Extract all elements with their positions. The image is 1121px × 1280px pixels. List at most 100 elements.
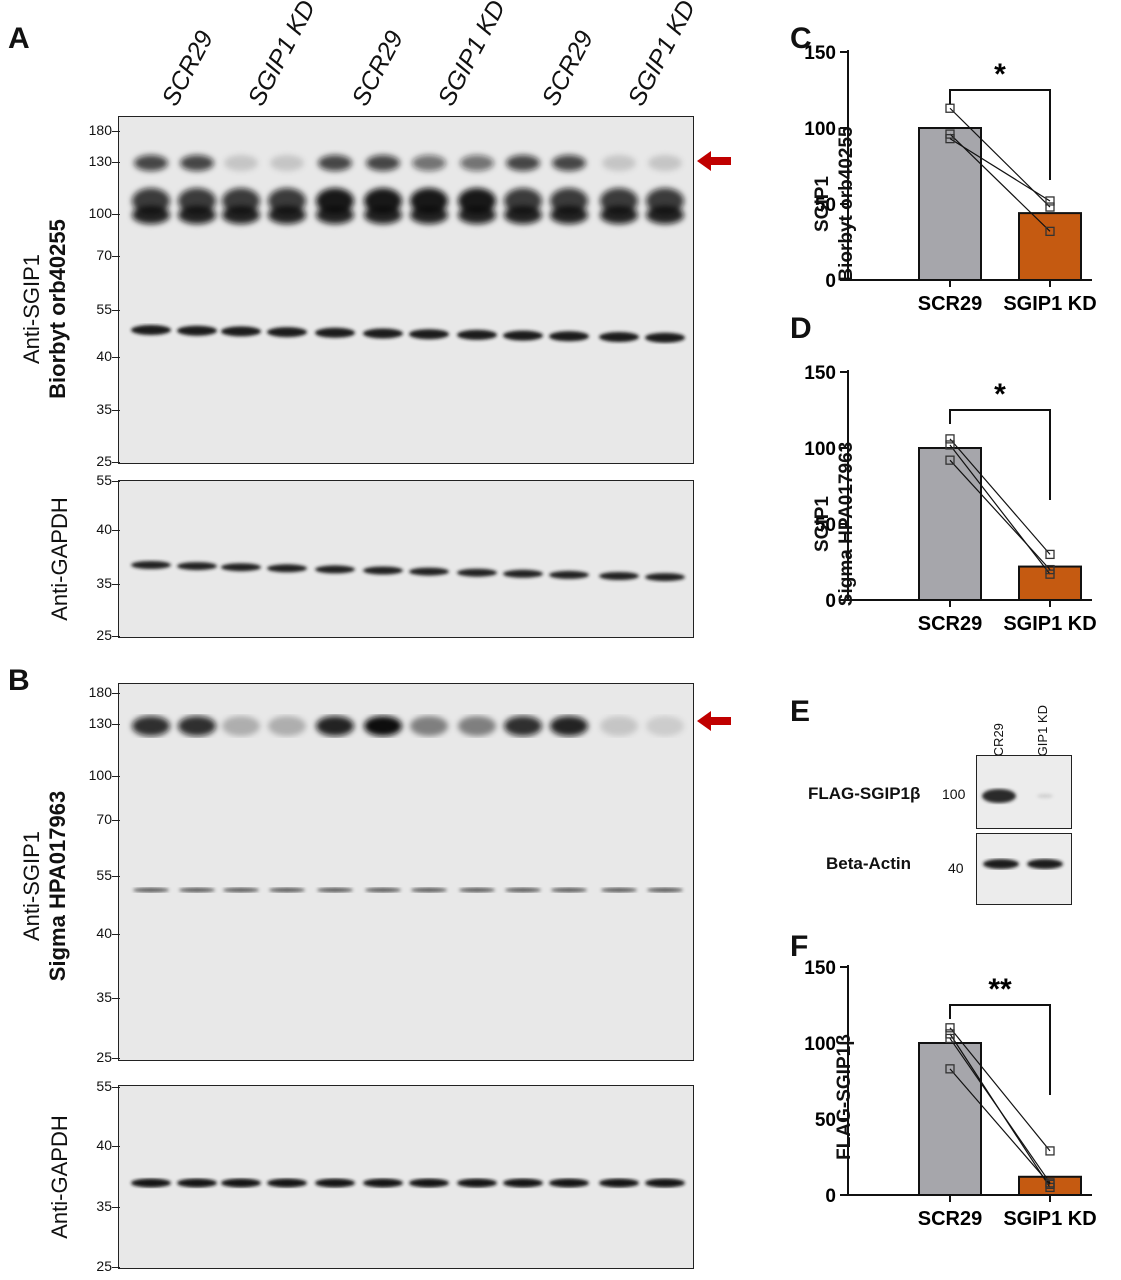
x-tick-label: SCR29 <box>918 293 982 315</box>
blot-e-row1-marker: 100 <box>942 786 966 802</box>
band <box>550 716 588 736</box>
band <box>551 887 587 893</box>
x-tick-label: SGIP1 KD <box>1003 1208 1096 1230</box>
y-tick-label: 150 <box>804 363 836 384</box>
band <box>457 1178 497 1188</box>
mw-marker-label: 70 <box>96 247 112 263</box>
blot-b-label-line1: Anti-SGIP1 <box>19 830 44 942</box>
band <box>316 716 354 736</box>
band <box>223 887 259 893</box>
band <box>131 325 171 335</box>
lane-label-1: SCR29 <box>156 26 219 111</box>
mw-marker-tick <box>112 876 120 877</box>
band <box>601 887 637 893</box>
significance-bracket <box>949 1004 1051 1095</box>
chart-c-ylabel-line2: Biorbyt orb40255 <box>836 126 857 282</box>
band <box>268 206 306 224</box>
band <box>221 326 261 337</box>
mw-marker-label: 40 <box>96 348 112 364</box>
data-point <box>1045 549 1055 560</box>
chart-d-ylabel-line2: Sigma HPA017963 <box>836 441 857 607</box>
band <box>270 155 304 171</box>
band <box>364 716 402 736</box>
band <box>177 1178 217 1188</box>
band <box>503 330 543 341</box>
band <box>409 1178 449 1188</box>
band <box>317 887 353 893</box>
blot-e-row1-label: FLAG-SGIP1β <box>808 784 921 803</box>
band <box>366 155 400 171</box>
band <box>550 206 588 224</box>
lane-label-6: SGIP1 KD <box>622 0 702 111</box>
panel-label-a: A <box>8 22 30 55</box>
paired-line <box>949 138 1051 202</box>
paired-line <box>949 438 1051 555</box>
panel-label-b: B <box>8 664 30 697</box>
blot-e-row2-label: Beta-Actin <box>826 854 912 873</box>
y-tick-label: 50 <box>815 1110 836 1131</box>
band <box>646 206 684 224</box>
mw-marker-label: 130 <box>88 715 112 731</box>
band <box>602 155 636 171</box>
data-point <box>1045 202 1055 212</box>
chart-c-svg: 0 50 100 150 SCR29 SGIP1 KD * <box>804 43 1096 315</box>
band <box>178 206 216 224</box>
mw-marker-tick <box>112 693 120 694</box>
data-point <box>1045 226 1055 237</box>
mw-marker-tick <box>112 1207 120 1208</box>
band <box>363 566 403 575</box>
mw-marker-label: 40 <box>96 925 112 941</box>
mw-marker-label: 55 <box>96 867 112 883</box>
data-point <box>945 1064 955 1074</box>
lane-label-4: SGIP1 KD <box>432 0 512 111</box>
mw-marker-tick <box>112 214 120 215</box>
data-point <box>1045 1146 1055 1156</box>
band <box>315 327 355 338</box>
band <box>132 206 170 224</box>
blot-e-flag <box>976 755 1072 829</box>
mw-marker-tick <box>112 1146 120 1147</box>
chart-d-svg: 0 50 100 150 SCR29 SGIP1 KD * <box>804 363 1096 635</box>
band <box>600 716 638 736</box>
band <box>599 332 639 342</box>
blot-e-row2-marker: 40 <box>948 860 964 876</box>
mw-marker-tick <box>112 776 120 777</box>
paired-line <box>949 444 1051 575</box>
arrow-a-icon <box>697 151 731 171</box>
band <box>363 328 403 339</box>
mw-marker-label: 25 <box>96 1049 112 1065</box>
panel-label-c: C <box>790 22 812 55</box>
mw-marker-label: 130 <box>88 153 112 169</box>
mw-marker-label: 25 <box>96 453 112 469</box>
mw-marker-tick <box>112 636 120 637</box>
band <box>222 206 260 224</box>
band <box>599 572 639 580</box>
y-tick-label: 100 <box>804 1034 836 1055</box>
x-tick-label: SCR29 <box>918 1208 982 1230</box>
paired-line <box>949 1068 1051 1185</box>
mw-marker-label: 35 <box>96 1198 112 1214</box>
mw-marker-label: 25 <box>96 1258 112 1274</box>
blot-a-gapdh <box>118 480 694 638</box>
data-point <box>945 103 955 113</box>
band <box>178 716 216 736</box>
mw-marker-tick <box>112 256 120 257</box>
mw-marker-tick <box>112 1267 120 1268</box>
band <box>269 887 305 893</box>
chart-c-ylabel: SGIP1 Biorbyt orb40255 <box>811 104 859 304</box>
significance-bracket <box>949 409 1051 500</box>
blot-a-bands <box>131 155 685 343</box>
x-tick-label: SGIP1 KD <box>1003 293 1096 315</box>
band <box>458 206 496 224</box>
band <box>600 206 638 224</box>
band <box>648 155 682 171</box>
data-point <box>1045 1179 1055 1190</box>
mw-marker-label: 180 <box>88 684 112 700</box>
mw-marker-tick <box>112 530 120 531</box>
y-tick-label: 0 <box>825 1186 836 1207</box>
band <box>409 329 449 340</box>
mw-marker-tick <box>112 998 120 999</box>
data-point <box>1045 196 1055 206</box>
band <box>411 887 447 893</box>
band <box>267 1178 307 1188</box>
